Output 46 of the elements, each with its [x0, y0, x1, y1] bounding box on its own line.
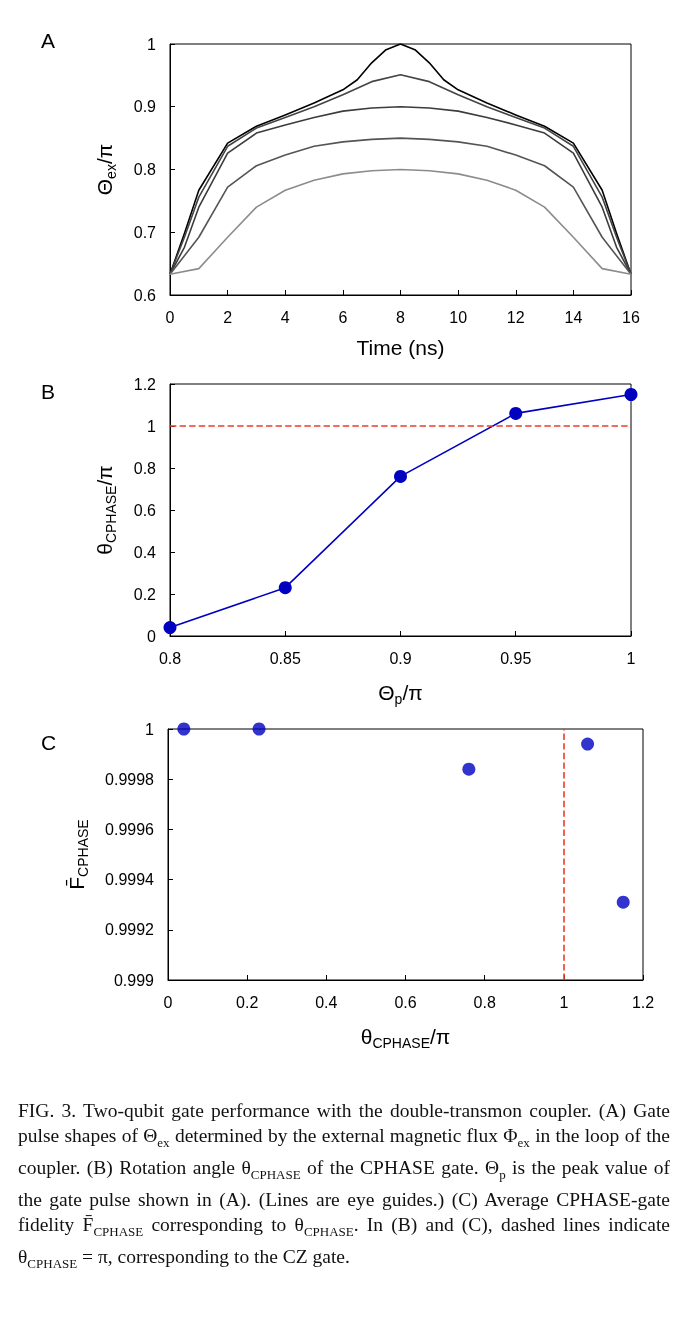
x-tick-label: 2: [223, 308, 233, 326]
y-tick-label: 0.9996: [105, 820, 155, 838]
y-axis-title: Θex/π: [92, 143, 119, 196]
x-tick-label: 16: [622, 308, 640, 326]
x-tick-label: 0.4: [315, 993, 338, 1011]
x-tick-label: 0.6: [394, 993, 417, 1011]
chart-title: C: [41, 731, 57, 754]
y-tick-label: 0.7: [133, 223, 157, 241]
x-tick-label: 4: [280, 308, 290, 326]
x-tick-label: 0: [165, 308, 175, 326]
x-tick-label: 8: [396, 308, 406, 326]
y-tick-label: 0.999: [113, 971, 155, 989]
y-tick-label: 0.9: [133, 98, 157, 116]
y-tick-label: 0.8: [133, 161, 157, 178]
y-tick-label: 0.8: [133, 459, 157, 477]
y-axis-title: F̄CPHASE: [64, 819, 91, 890]
x-tick-label: 1: [626, 649, 636, 667]
y-tick-label: 1: [147, 35, 157, 53]
chart-title: A: [41, 29, 56, 52]
x-tick-label: 0.8: [473, 993, 496, 1011]
x-tick-label: 1: [559, 993, 569, 1011]
chart-title: B: [41, 380, 56, 403]
y-tick-label: 0.4: [133, 543, 157, 561]
x-tick-label: 6: [338, 308, 348, 326]
x-tick-label: 14: [564, 308, 583, 326]
x-tick-label: 1.2: [631, 993, 655, 1011]
y-tick-label: 0: [147, 627, 157, 645]
x-tick-label: 0.9: [389, 649, 412, 667]
y-tick-label: 0.9994: [105, 871, 155, 889]
y-tick-label: 1.2: [133, 375, 157, 393]
x-tick-label: 10: [449, 308, 468, 326]
text: FIG. 3. Two-qubit gate performance with the double-transmon coupler. (A) Gate pulse shapes of Θ$_{ex}$ determined by the external magnetic flux Φ$_{ex}$ in the loop of the coupler. (B) Rotation angle θ$_{CPHASE}$ of the CPHASE gate. Θ$_{p}$ is the peak value of the gate pulse shown in (A). (Lines are eye guides.) (C) Average CPHASE-gate fidelity F̄$_{CPHASE}$ corresponding to θ$_{CPHASE}$. In (B) and (C), dashed lines indicate θ$_{CPHASE}$ = π, corresponding to the CZ gate.: [18, 1100, 670, 1271]
x-tick-label: 12: [506, 308, 525, 326]
y-tick-label: 0.2: [133, 585, 157, 603]
x-tick-label: 0.2: [236, 993, 259, 1011]
y-tick-label: 0.9992: [105, 921, 155, 939]
y-tick-label: 1: [147, 417, 157, 435]
x-tick-label: 0.95: [500, 649, 532, 667]
x-axis-title: Time (ns): [356, 336, 445, 359]
x-tick-label: 0: [163, 993, 173, 1011]
y-tick-label: 0.6: [133, 501, 157, 519]
x-tick-label: 0.8: [158, 649, 182, 667]
y-tick-label: 0.9998: [105, 770, 155, 788]
y-tick-label: 0.6: [133, 286, 157, 304]
x-tick-label: 0.85: [269, 649, 301, 667]
y-tick-label: 1: [145, 720, 155, 738]
